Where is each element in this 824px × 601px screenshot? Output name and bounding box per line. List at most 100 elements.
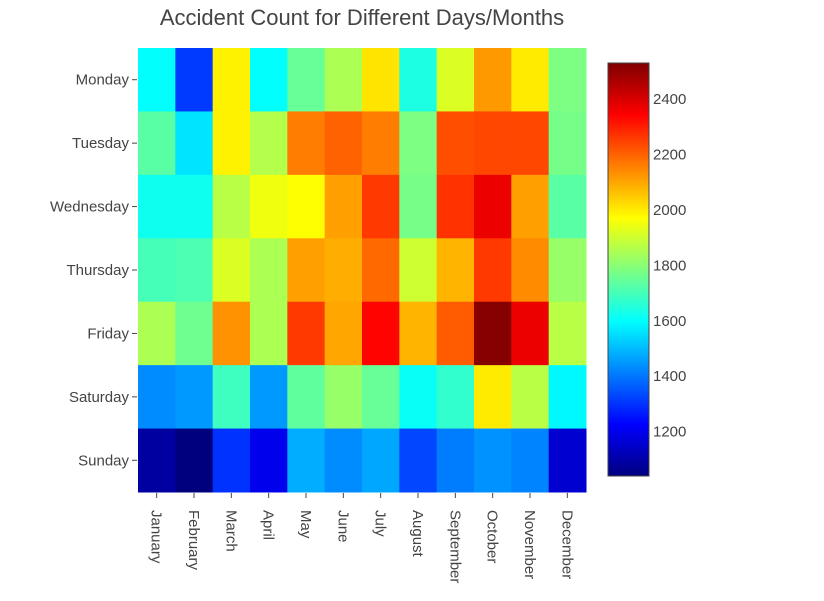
heatmap-cell bbox=[511, 174, 550, 239]
heatmap-cell bbox=[324, 111, 363, 176]
heatmap-cell bbox=[250, 301, 288, 366]
heatmap-cell bbox=[548, 174, 587, 239]
heatmap-cell bbox=[399, 365, 438, 430]
heatmap-cell bbox=[287, 238, 326, 303]
heatmap-cell bbox=[436, 111, 475, 176]
heatmap-cell bbox=[250, 48, 288, 112]
x-tick-label: January bbox=[148, 510, 165, 564]
colorbar-gradient bbox=[607, 62, 650, 477]
heatmap-cell bbox=[324, 365, 363, 430]
y-tick-label: Saturday bbox=[69, 389, 130, 406]
heatmap-cell bbox=[548, 301, 587, 366]
heatmap-cell bbox=[474, 111, 512, 176]
heatmap-cell bbox=[212, 365, 251, 430]
heatmap-cell bbox=[399, 174, 438, 239]
heatmap-cell bbox=[474, 238, 512, 303]
chart-title: Accident Count for Different Days/Months bbox=[160, 5, 564, 30]
heatmap-cell bbox=[324, 301, 363, 366]
heatmap-cell bbox=[511, 365, 550, 430]
heatmap-cell bbox=[474, 301, 512, 366]
x-tick-label: April bbox=[260, 510, 277, 540]
heatmap-cell bbox=[548, 111, 587, 176]
x-tick-label: August bbox=[409, 510, 426, 558]
heatmap-cell bbox=[436, 238, 475, 303]
heatmap-cell bbox=[324, 238, 363, 303]
heatmap-cell bbox=[250, 111, 288, 176]
heatmap-cell bbox=[362, 365, 400, 430]
heatmap-cell bbox=[436, 428, 475, 493]
heatmap-cell bbox=[287, 174, 326, 239]
heatmap-cell bbox=[511, 238, 550, 303]
heatmap-cell bbox=[138, 301, 176, 366]
heatmap-cell bbox=[250, 174, 288, 239]
heatmap-cell bbox=[138, 48, 176, 112]
colorbar-tick-label: 1800 bbox=[653, 257, 686, 274]
colorbar: 1200 1400 1600 1800 2000 2200 2400 bbox=[607, 62, 686, 477]
heatmap-cell bbox=[474, 48, 512, 112]
heatmap-cell bbox=[138, 238, 176, 303]
y-tick-label: Friday bbox=[87, 325, 129, 342]
heatmap-cell bbox=[511, 428, 550, 493]
heatmap-cell bbox=[212, 301, 251, 366]
heatmap-cell bbox=[287, 111, 326, 176]
x-tick-label: March bbox=[222, 510, 239, 552]
heatmap-cell bbox=[175, 111, 214, 176]
heatmap-cell bbox=[362, 48, 400, 112]
heatmap-cell bbox=[399, 301, 438, 366]
heatmap-cell bbox=[250, 365, 288, 430]
heatmap-cell bbox=[212, 111, 251, 176]
heatmap-cell bbox=[175, 301, 214, 366]
heatmap-cell bbox=[287, 301, 326, 366]
heatmap-cell bbox=[474, 428, 512, 493]
heatmap-cell bbox=[287, 48, 326, 112]
heatmap-cell bbox=[436, 174, 475, 239]
heatmap-cell bbox=[436, 301, 475, 366]
heatmap-cell bbox=[399, 238, 438, 303]
heatmap-cell bbox=[362, 174, 400, 239]
heatmap-cell bbox=[436, 365, 475, 430]
heatmap-cell bbox=[474, 365, 512, 430]
heatmap-cell bbox=[212, 48, 251, 112]
x-tick-label: November bbox=[521, 510, 538, 579]
heatmap-cells bbox=[138, 48, 587, 493]
heatmap-cell bbox=[511, 48, 550, 112]
x-tick-label: September bbox=[446, 510, 463, 583]
y-tick-label: Sunday bbox=[78, 452, 129, 469]
heatmap-cell bbox=[548, 238, 587, 303]
x-tick-label: December bbox=[558, 510, 575, 579]
heatmap-cell bbox=[138, 428, 176, 493]
heatmap-cell bbox=[399, 48, 438, 112]
x-tick-label: February bbox=[185, 510, 202, 571]
x-axis: January February March April May June July Augu… bbox=[148, 493, 575, 583]
x-tick-label: May bbox=[297, 510, 314, 539]
heatmap-cell bbox=[175, 48, 214, 112]
heatmap-cell bbox=[399, 428, 438, 493]
y-tick-label: Monday bbox=[76, 72, 130, 89]
x-tick-label: June bbox=[334, 510, 351, 543]
colorbar-tick-label: 1600 bbox=[653, 313, 686, 330]
heatmap-cell bbox=[250, 238, 288, 303]
x-tick-label: October bbox=[484, 510, 501, 563]
heatmap-cell bbox=[212, 238, 251, 303]
heatmap-cell bbox=[175, 428, 214, 493]
heatmap-cell bbox=[324, 48, 363, 112]
heatmap-cell bbox=[474, 174, 512, 239]
heatmap-cell bbox=[175, 238, 214, 303]
colorbar-tick-label: 1200 bbox=[653, 424, 686, 441]
heatmap-cell bbox=[324, 428, 363, 493]
y-tick-label: Tuesday bbox=[72, 135, 129, 152]
heatmap-cell bbox=[138, 365, 176, 430]
colorbar-tick-label: 1400 bbox=[653, 368, 686, 385]
heatmap-cell bbox=[436, 48, 475, 112]
colorbar-tick-label: 2400 bbox=[653, 91, 686, 108]
heatmap-cell bbox=[548, 48, 587, 112]
x-tick-label: July bbox=[372, 510, 389, 537]
heatmap-cell bbox=[212, 428, 251, 493]
heatmap-cell bbox=[362, 111, 400, 176]
y-axis: Monday Tuesday Wednesday Thursday Friday Satu… bbox=[50, 72, 137, 469]
heatmap-cell bbox=[511, 111, 550, 176]
heatmap-cell bbox=[362, 301, 400, 366]
heatmap-cell bbox=[138, 174, 176, 239]
